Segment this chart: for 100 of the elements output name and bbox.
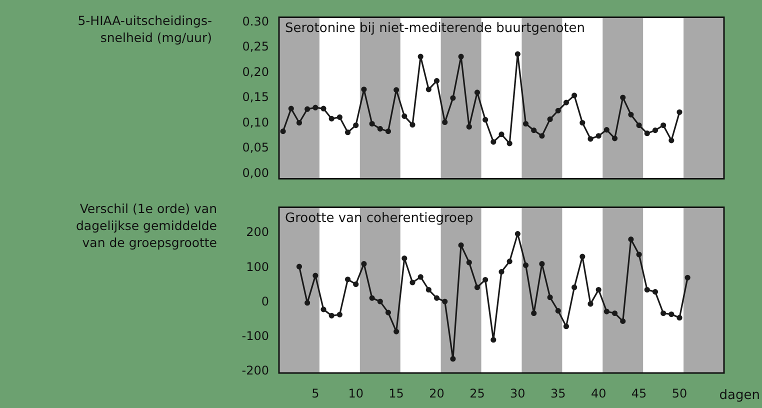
point [547, 116, 553, 122]
point [361, 261, 367, 267]
point [344, 276, 351, 282]
point [588, 136, 594, 142]
y-tick-label: -200 [242, 363, 269, 378]
point [660, 122, 666, 128]
point [410, 280, 416, 286]
point [402, 113, 408, 119]
x-tick-label: 20 [429, 386, 444, 400]
point [620, 318, 626, 324]
y-axis-title: 5-HIAA-uitscheidings-snelheid (mg/uur) [76, 12, 212, 46]
point [539, 133, 545, 139]
point [572, 284, 578, 290]
point [312, 272, 318, 278]
point [336, 114, 342, 120]
point [514, 230, 520, 237]
point [652, 289, 658, 295]
point [588, 301, 594, 307]
x-axis-title: dagen [719, 388, 760, 403]
point [514, 51, 520, 57]
point [482, 116, 488, 123]
y-tick-label: 0,25 [242, 40, 269, 54]
x-tick-label: 50 [672, 386, 688, 400]
point [394, 87, 400, 93]
point [450, 356, 456, 362]
point [539, 261, 545, 267]
point [547, 294, 553, 300]
point [361, 86, 367, 92]
x-tick-label: 45 [631, 386, 647, 400]
point [394, 328, 400, 334]
point [466, 260, 472, 266]
point [426, 86, 432, 92]
point [604, 127, 610, 133]
point [377, 298, 383, 304]
point [628, 112, 634, 118]
x-tick-label: 5 [312, 386, 320, 400]
point [320, 106, 326, 112]
point [377, 126, 383, 132]
y-tick-label: 100 [246, 260, 269, 274]
point [369, 120, 375, 127]
point [580, 120, 586, 126]
point [418, 54, 424, 60]
point [353, 281, 359, 288]
point [563, 324, 570, 330]
point [498, 132, 504, 138]
point [563, 100, 570, 106]
point [596, 286, 602, 293]
y-tick-label: 0,00 [242, 166, 269, 180]
y-tick-label: -100 [242, 328, 269, 343]
point [328, 116, 334, 122]
point [652, 128, 658, 134]
point [596, 133, 602, 139]
point [612, 136, 618, 142]
point [490, 337, 496, 343]
y-axis-title: Verschil (1e orde) van dagelijkse gemiddelde van de groepsgrootte [75, 200, 217, 251]
point [304, 300, 310, 306]
point [288, 106, 294, 112]
point [555, 108, 561, 114]
y-tick-label: 0 [261, 294, 269, 308]
point [385, 128, 392, 134]
x-tick-label: 15 [388, 386, 404, 400]
point [531, 310, 537, 316]
point [522, 262, 529, 268]
y-tick-label: 0.30 [242, 14, 269, 28]
point [296, 264, 302, 270]
point [336, 312, 342, 318]
point [369, 295, 375, 301]
point [668, 311, 674, 318]
point [490, 139, 496, 145]
point [572, 92, 578, 98]
point [402, 256, 408, 262]
point [676, 314, 682, 321]
point [320, 306, 326, 312]
x-tick-label: 25 [470, 386, 485, 400]
point [531, 128, 537, 134]
point [434, 78, 440, 84]
point [684, 274, 690, 280]
point [458, 54, 464, 60]
point [442, 298, 448, 304]
point [450, 95, 456, 101]
point [482, 276, 488, 283]
point [636, 122, 642, 128]
point [580, 254, 586, 260]
point [434, 295, 440, 301]
point [604, 308, 610, 314]
point [612, 310, 618, 316]
point [474, 90, 480, 96]
point [620, 94, 626, 100]
point [660, 310, 666, 316]
point [506, 258, 512, 264]
x-tick-label: 40 [590, 386, 606, 400]
point [385, 310, 392, 316]
point [668, 138, 674, 144]
point [506, 140, 512, 146]
x-tick-label: 30 [510, 386, 526, 400]
point [498, 268, 504, 275]
point [304, 106, 310, 112]
point [280, 128, 286, 134]
y-tick-label: 0,20 [242, 64, 269, 79]
point [418, 274, 424, 280]
